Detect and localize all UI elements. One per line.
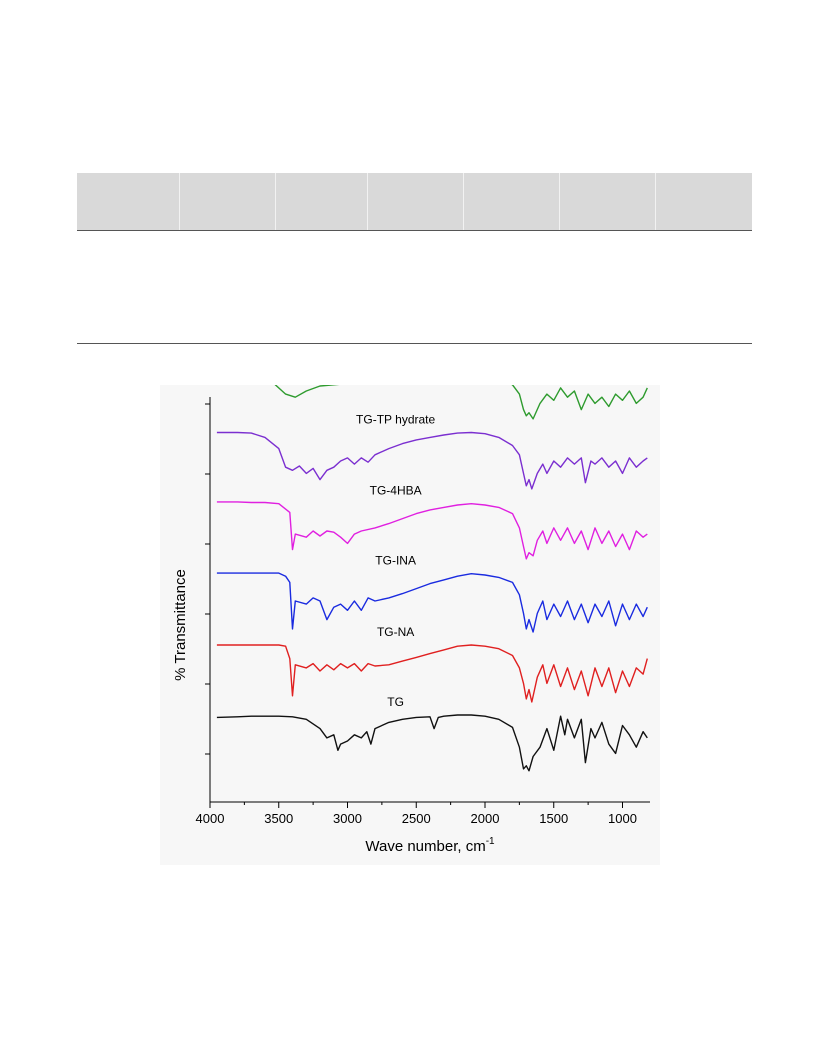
x-tick-label: 3500 xyxy=(264,811,293,826)
series-line-tg xyxy=(216,714,648,772)
x-tick-label: 2000 xyxy=(471,811,500,826)
series-label: TG xyxy=(387,695,404,709)
x-tick-label: 3000 xyxy=(333,811,362,826)
table-column-divider xyxy=(275,173,276,230)
series-label: TG-4HBA xyxy=(370,484,422,498)
series-label: TG-NA xyxy=(377,625,414,639)
table-header-row xyxy=(77,173,752,231)
x-axis-label: Wave number, cm-1 xyxy=(365,836,495,855)
x-tick-label: 1000 xyxy=(608,811,637,826)
table-column-divider xyxy=(655,173,656,230)
table-column-divider xyxy=(463,173,464,230)
y-axis-label: % Transmittance xyxy=(172,569,189,681)
series-line-tg-tp-hydrate xyxy=(216,431,648,490)
table-bottom-rule xyxy=(77,343,752,344)
table-column-divider xyxy=(367,173,368,230)
series-line-tg-4hba xyxy=(216,501,648,560)
table-column-divider xyxy=(559,173,560,230)
chart-series-group xyxy=(216,361,648,772)
series-label: TG-INA xyxy=(375,554,416,568)
x-tick-label: 1500 xyxy=(539,811,568,826)
chart-axes: 4000 3500 3000 2500 2000 1500 1000 xyxy=(196,397,650,826)
series-label: TG-TP hydrate xyxy=(356,412,435,426)
series-line-tg-pg xyxy=(216,361,648,420)
series-line-tg-na xyxy=(216,644,648,703)
series-line-tg-ina xyxy=(216,572,648,633)
x-tick-label: 4000 xyxy=(196,811,225,826)
data-table xyxy=(77,173,752,345)
table-column-divider xyxy=(179,173,180,230)
x-tick-label: 2500 xyxy=(402,811,431,826)
